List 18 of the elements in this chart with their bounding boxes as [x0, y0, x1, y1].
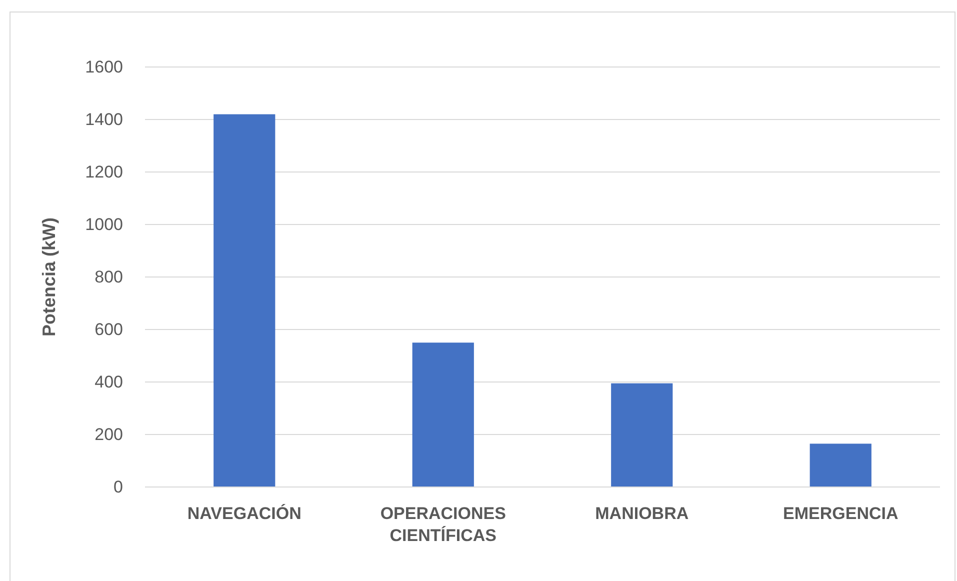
x-tick-label: MANIOBRA	[595, 504, 689, 524]
x-tick-label: OPERACIONES CIENTÍFICAS	[380, 504, 506, 546]
y-tick-label: 1400	[85, 110, 123, 129]
x-tick-label: EMERGENCIA	[783, 504, 898, 524]
y-tick-label: 1200	[85, 162, 123, 182]
y-tick-label: 0	[114, 477, 123, 496]
bar	[412, 342, 474, 487]
y-axis-title: Potencia (kW)	[39, 217, 59, 337]
bar	[611, 383, 673, 487]
x-tick-label: NAVEGACIÓN	[187, 503, 302, 524]
y-tick-label: 200	[94, 424, 123, 444]
y-tick-label: 800	[94, 267, 123, 286]
y-tick-label: 1600	[85, 57, 123, 76]
y-tick-label: 600	[94, 320, 123, 339]
bar	[810, 444, 872, 487]
y-tick-label: 1000	[85, 214, 123, 234]
bar	[214, 114, 276, 487]
y-tick-label: 400	[94, 372, 123, 392]
